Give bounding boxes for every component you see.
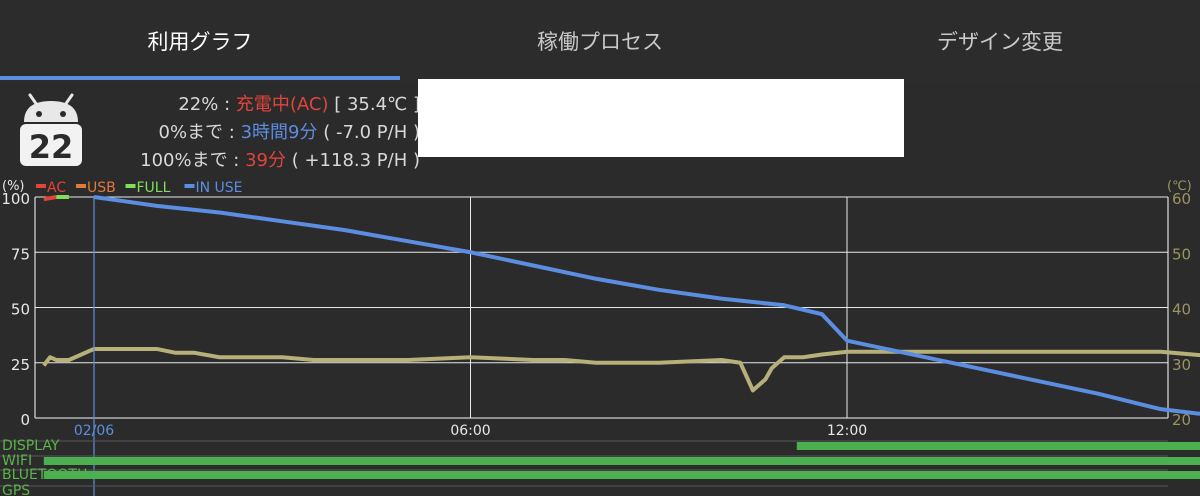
tab-running-processes[interactable]: 稼働プロセス: [400, 0, 800, 82]
legend-label: FULL: [137, 180, 171, 196]
tab-running-processes-label: 稼働プロセス: [537, 30, 663, 54]
tab-usage-graph[interactable]: 利用グラフ: [0, 0, 400, 82]
right-tick-label: 30: [1172, 356, 1191, 374]
legend-label: USB: [87, 180, 116, 196]
right-tick-label: 20: [1172, 411, 1191, 429]
right-tick-label: 60: [1172, 190, 1191, 208]
time-to-empty-line: 0%まで : 3時間9分 ( -7.0 P/H ): [159, 118, 421, 144]
time-to-full-value: 39分: [245, 150, 286, 171]
time-to-full-line: 100%まで : 39分 ( +118.3 P/H ): [140, 146, 420, 172]
battery-series-line: [93, 195, 1200, 416]
battery-level-number: 22: [29, 128, 74, 166]
tab-usage-graph-label: 利用グラフ: [147, 30, 253, 54]
separator: :: [218, 94, 236, 115]
legend-label: IN USE: [196, 180, 243, 196]
temperature-series-line: [42, 346, 1200, 393]
charging-status: 充電中(AC): [235, 94, 329, 115]
right-tick-label: 50: [1172, 245, 1191, 263]
charge-rate: ( +118.3 P/H ): [286, 150, 420, 171]
status-active-bar: [43, 471, 1200, 479]
left-tick-label: 25: [11, 356, 30, 374]
discharge-rate: ( -7.0 P/H ): [317, 122, 420, 143]
x-tick-label: 12:00: [827, 423, 867, 439]
tab-bar: 利用グラフ 稼働プロセス デザイン変更: [0, 0, 1200, 82]
ad-banner-area[interactable]: [418, 79, 904, 157]
time-to-full-label: 100%まで :: [140, 150, 246, 171]
tab-design-change[interactable]: デザイン変更: [800, 0, 1200, 82]
tab-design-change-label: デザイン変更: [937, 30, 1063, 54]
left-axis-unit: (%): [2, 179, 25, 194]
left-tick-label: 50: [11, 301, 30, 319]
left-tick-label: 75: [11, 245, 30, 263]
active-tab-indicator: [0, 76, 400, 80]
time-to-empty-value: 3時間9分: [240, 122, 318, 143]
left-tick-label: 0: [20, 411, 30, 429]
battery-info: 22% : 充電中(AC) [ 35.4℃ ] 0%まで : 3時間9分 ( -…: [0, 82, 420, 178]
status-row-label: GPS: [2, 483, 30, 496]
status-active-bar: [43, 457, 1200, 465]
time-to-empty-label: 0%まで :: [158, 122, 241, 143]
battery-temperature: [ 35.4℃ ]: [328, 94, 420, 115]
right-axis-unit: (℃): [1167, 179, 1192, 194]
status-row-label: WIFI: [2, 453, 32, 469]
battery-percent: 22%: [178, 94, 219, 115]
ac-charging-segment: [43, 195, 57, 202]
legend-label: AC: [47, 180, 66, 196]
left-tick-label: 100: [1, 190, 30, 208]
right-tick-label: 40: [1172, 301, 1191, 319]
android-battery-icon: 22: [20, 93, 82, 166]
battery-status-line: 22% : 充電中(AC) [ 35.4℃ ]: [178, 90, 420, 116]
x-tick-label: 06:00: [450, 423, 490, 439]
status-active-bar: [796, 442, 1200, 450]
status-row-label: DISPLAY: [2, 438, 60, 454]
